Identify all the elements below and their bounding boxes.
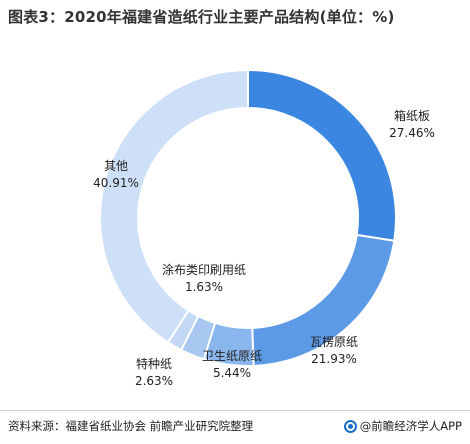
slice-value-label-4: 2.63% — [135, 374, 173, 388]
chart-title: 图表3：2020年福建省造纸行业主要产品结构(单位：%) — [8, 8, 395, 26]
slice-value-label-3: 5.44% — [213, 366, 251, 380]
brand-label: @前瞻经济学人APP — [359, 419, 462, 433]
slice-category-label-1: 箱纸板 — [394, 108, 430, 123]
slice-category-label-3: 卫生纸原纸 — [202, 349, 262, 363]
donut-slice-1 — [247, 68, 397, 242]
slice-category-label-6: 其他 — [104, 159, 128, 173]
slice-category-label-4: 特种纸 — [136, 356, 172, 371]
donut-chart: 箱纸板 27.46% 瓦楞原纸 21.93% 卫生纸原纸 5.44% 特种纸 2.63% 涂布类… — [0, 30, 470, 408]
brand-credit: @前瞻经济学人APP — [343, 418, 462, 434]
slice-value-label-1: 27.46% — [389, 126, 435, 140]
slice-category-label-5: 涂布类印刷用纸 — [162, 262, 246, 277]
slice-category-label-2: 瓦楞原纸 — [310, 334, 358, 349]
slice-value-label-2: 21.93% — [311, 352, 357, 366]
donut-chart-svg: 箱纸板 27.46% 瓦楞原纸 21.93% 卫生纸原纸 5.44% 特种纸 2.63% 涂布类… — [93, 68, 435, 388]
footer-divider — [0, 410, 470, 411]
slice-value-label-6: 40.91% — [93, 176, 139, 190]
donut-slice-6 — [99, 68, 249, 344]
qianzhan-logo-icon — [343, 419, 357, 433]
slice-value-label-5: 1.63% — [185, 280, 223, 294]
source-note: 资料来源：福建省纸业协会 前瞻产业研究院整理 — [8, 419, 254, 433]
